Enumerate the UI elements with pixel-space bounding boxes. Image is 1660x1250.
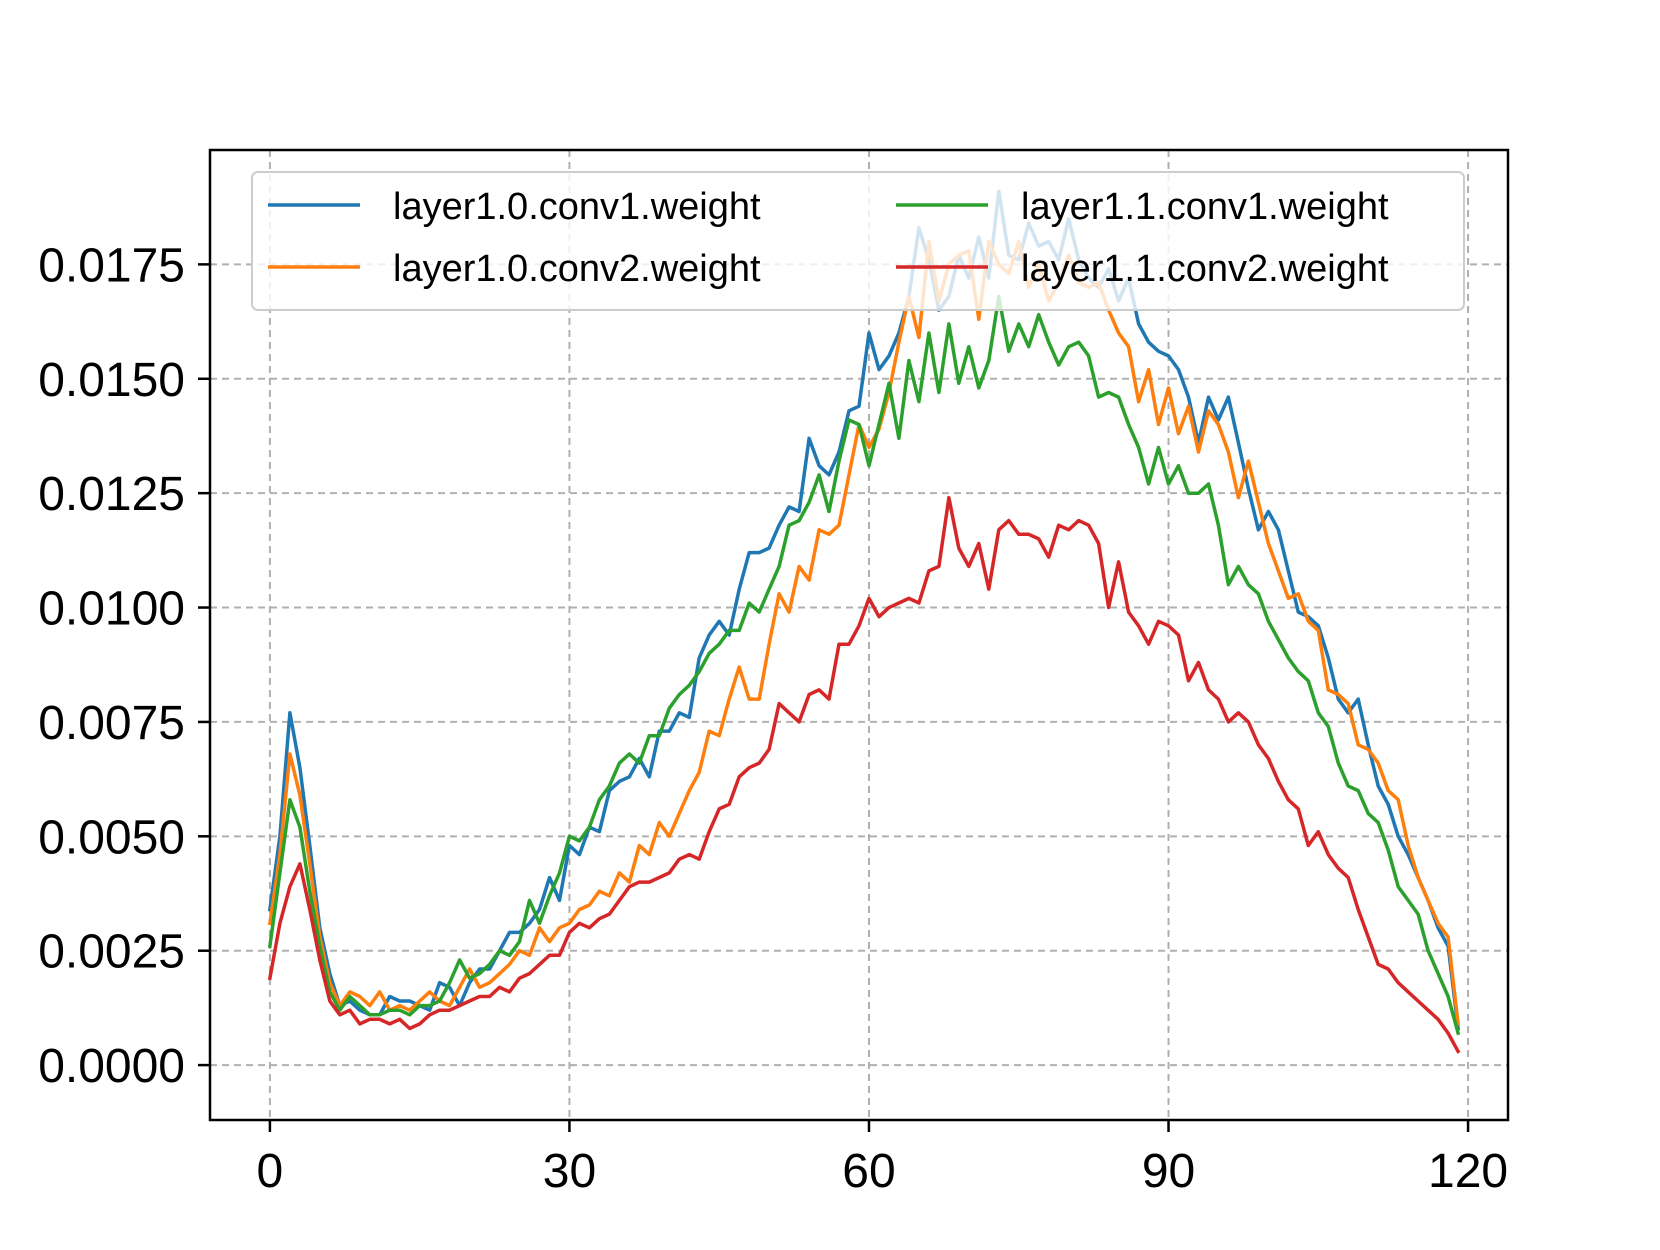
y-tick-label: 0.0150 bbox=[38, 354, 185, 407]
x-tick-label: 90 bbox=[1142, 1145, 1195, 1198]
y-tick-label: 0.0050 bbox=[38, 811, 185, 864]
legend: layer1.0.conv1.weight layer1.0.conv2.weig… bbox=[251, 171, 1465, 311]
x-tick-label: 120 bbox=[1428, 1145, 1508, 1198]
series-lines bbox=[267, 189, 1461, 1054]
series-line-3 bbox=[267, 294, 1461, 1036]
axis-ticks: 0 30 60 90 120 0.0000 0.0025 0.0050 0.0075 0.0100… bbox=[38, 239, 1508, 1198]
y-tick-label: 0.0025 bbox=[38, 926, 185, 979]
legend-label-1: layer1.0.conv1.weight bbox=[393, 186, 761, 228]
legend-label-2: layer1.0.conv2.weight bbox=[393, 248, 761, 290]
y-tick-label: 0.0100 bbox=[38, 583, 185, 636]
series-line-4 bbox=[267, 495, 1461, 1054]
legend-label-4: layer1.1.conv2.weight bbox=[1021, 248, 1389, 290]
grid bbox=[210, 150, 1508, 1120]
series-line-1 bbox=[267, 189, 1461, 1031]
legend-box bbox=[251, 171, 1465, 311]
y-tick-label: 0.0175 bbox=[38, 239, 185, 292]
y-tick-label: 0.0000 bbox=[38, 1040, 185, 1093]
x-tick-label: 30 bbox=[543, 1145, 596, 1198]
legend-label-3: layer1.1.conv1.weight bbox=[1021, 186, 1389, 228]
plot-frame bbox=[208, 148, 1510, 1122]
y-tick-label: 0.0075 bbox=[38, 697, 185, 750]
y-tick-label: 0.0125 bbox=[38, 468, 185, 521]
x-tick-label: 0 bbox=[257, 1145, 284, 1198]
x-tick-label: 60 bbox=[842, 1145, 895, 1198]
